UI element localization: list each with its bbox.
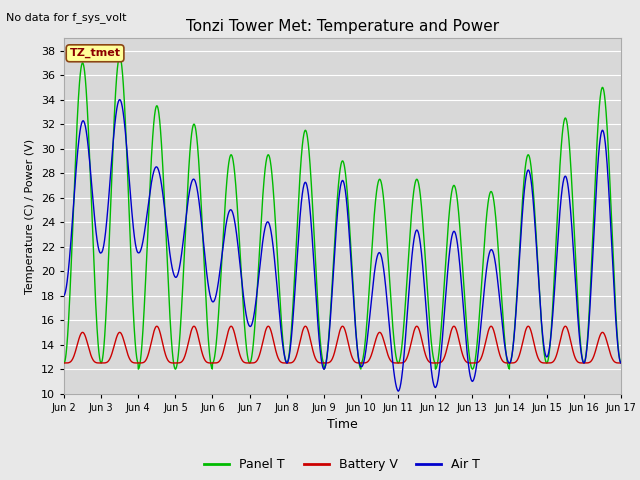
X-axis label: Time: Time (327, 418, 358, 431)
Legend: Panel T, Battery V, Air T: Panel T, Battery V, Air T (200, 453, 485, 476)
Y-axis label: Temperature (C) / Power (V): Temperature (C) / Power (V) (25, 138, 35, 294)
Text: No data for f_sys_volt: No data for f_sys_volt (6, 12, 127, 23)
Text: TZ_tmet: TZ_tmet (70, 48, 120, 59)
Title: Tonzi Tower Met: Temperature and Power: Tonzi Tower Met: Temperature and Power (186, 20, 499, 35)
